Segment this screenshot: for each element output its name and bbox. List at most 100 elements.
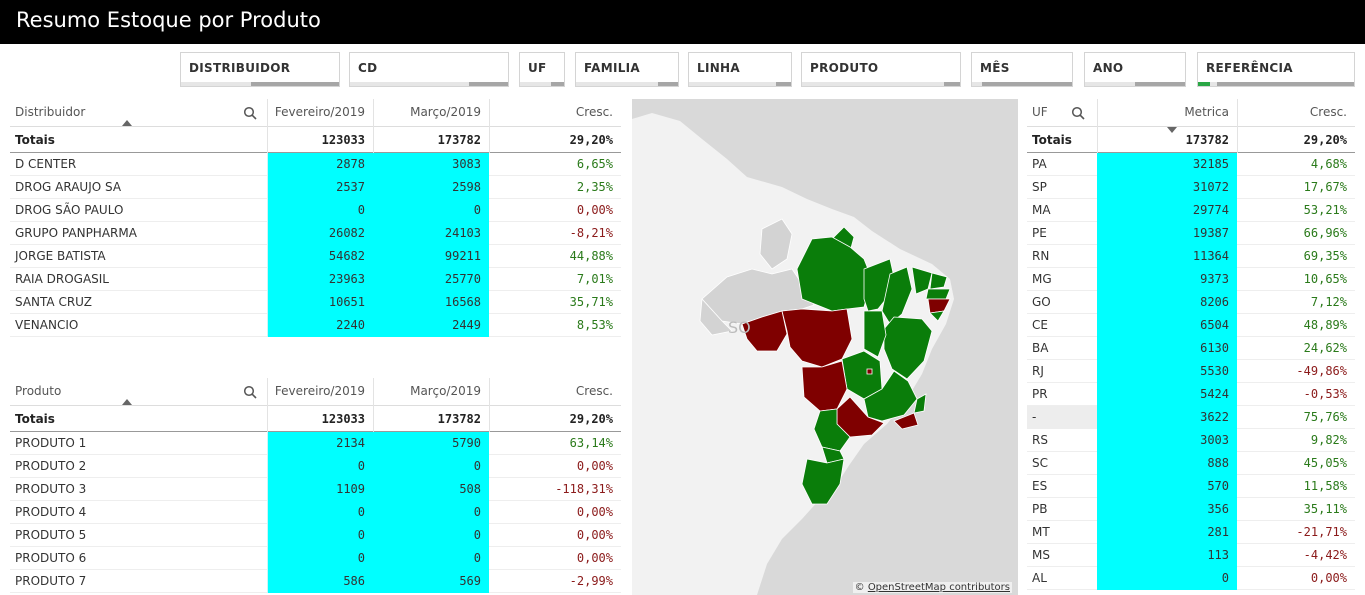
filter-referencia[interactable]: REFERÊNCIA (1197, 52, 1355, 87)
column-header-feb[interactable]: Fevereiro/2019 (267, 378, 373, 406)
row-feb: 2537 (267, 176, 373, 199)
column-header-mar[interactable]: Março/2019 (373, 99, 489, 127)
table-row[interactable]: PRODUTO 4 0 0 0,00% (10, 501, 621, 524)
row-name: VENANCIO (15, 318, 79, 332)
table-header: Distribuidor Fevereiro/2019 Março/2019 C… (10, 99, 621, 127)
state-to[interactable] (863, 310, 887, 358)
row-metric: 8206 (1097, 291, 1237, 314)
search-icon[interactable] (243, 385, 257, 399)
state-pr[interactable] (813, 408, 851, 452)
state-pb[interactable] (925, 288, 951, 300)
row-name: RAIA DROGASIL (15, 272, 109, 286)
filter-familia[interactable]: FAMILIA (575, 52, 679, 87)
table-row[interactable]: CE 6504 48,89% (1027, 314, 1355, 337)
table-row[interactable]: SP 31072 17,67% (1027, 176, 1355, 199)
totals-cresc: 29,20% (489, 127, 621, 153)
state-rj[interactable] (893, 412, 919, 430)
table-row[interactable]: PE 19387 66,96% (1027, 222, 1355, 245)
table-row[interactable]: D CENTER 2878 3083 6,65% (10, 153, 621, 176)
row-uf: RS (1032, 433, 1048, 447)
column-header-distribuidor[interactable]: Distribuidor (15, 105, 86, 119)
filter-linha[interactable]: LINHA (688, 52, 792, 87)
row-metric: 11364 (1097, 245, 1237, 268)
search-icon[interactable] (1071, 106, 1085, 120)
row-cresc: 4,68% (1310, 157, 1347, 171)
column-header-cresc[interactable]: Cresc. (489, 378, 621, 406)
row-metric: 9373 (1097, 268, 1237, 291)
table-row[interactable]: GO 8206 7,12% (1027, 291, 1355, 314)
row-cresc: -21,71% (1296, 525, 1347, 539)
state-rn[interactable] (929, 272, 948, 290)
filter-produto[interactable]: PRODUTO (801, 52, 961, 87)
page-title: Resumo Estoque por Produto (16, 8, 321, 32)
totals-feb: 123033 (267, 406, 373, 432)
state-es[interactable] (913, 393, 927, 414)
filter-cd[interactable]: CD (349, 52, 509, 87)
table-row[interactable]: PRODUTO 7 586 569 -2,99% (10, 570, 621, 593)
row-mar: 0 (373, 501, 489, 524)
table-row[interactable]: ES 570 11,58% (1027, 475, 1355, 498)
table-row[interactable]: PRODUTO 3 1109 508 -118,31% (10, 478, 621, 501)
row-mar: 0 (373, 455, 489, 478)
table-row[interactable]: PRODUTO 5 0 0 0,00% (10, 524, 621, 547)
filter-ano[interactable]: ANO (1084, 52, 1186, 87)
filter-mes[interactable]: MÊS (971, 52, 1073, 87)
osm-link[interactable]: OpenStreetMap contributors (867, 582, 1010, 593)
table-row[interactable]: PRODUTO 2 0 0 0,00% (10, 455, 621, 478)
row-cresc: 0,00% (576, 203, 613, 217)
table-row[interactable]: RS 3003 9,82% (1027, 429, 1355, 452)
table-row[interactable]: RJ 5530 -49,86% (1027, 360, 1355, 383)
column-header-metrica[interactable]: Metrica (1097, 99, 1237, 127)
table-row[interactable]: VENANCIO 2240 2449 8,53% (10, 314, 621, 337)
state-rr[interactable] (759, 218, 793, 270)
table-row[interactable]: AL 0 0,00% (1027, 567, 1355, 590)
table-row[interactable]: BA 6130 24,62% (1027, 337, 1355, 360)
state-rs[interactable] (801, 458, 845, 505)
table-row[interactable]: DROG SÃO PAULO 0 0 0,00% (10, 199, 621, 222)
row-cresc: 11,58% (1303, 479, 1347, 493)
table-row[interactable]: PB 356 35,11% (1027, 498, 1355, 521)
table-row[interactable]: PA 32185 4,68% (1027, 153, 1355, 176)
table-row[interactable]: MA 29774 53,21% (1027, 199, 1355, 222)
column-header-uf[interactable]: UF (1032, 105, 1048, 119)
column-header-cresc[interactable]: Cresc. (489, 99, 621, 127)
state-ms[interactable] (801, 360, 848, 412)
table-row[interactable]: SANTA CRUZ 10651 16568 35,71% (10, 291, 621, 314)
table-row[interactable]: PRODUTO 1 2134 5790 63,14% (10, 432, 621, 455)
row-name: PRODUTO 4 (15, 505, 87, 519)
table-row[interactable]: GRUPO PANPHARMA 26082 24103 -8,21% (10, 222, 621, 245)
table-row[interactable]: MT 281 -21,71% (1027, 521, 1355, 544)
map-canvas[interactable]: SO (632, 99, 1018, 595)
filter-distribuidor[interactable]: DISTRIBUIDOR (180, 52, 340, 87)
column-header-cresc[interactable]: Cresc. (1237, 99, 1355, 127)
table-row[interactable]: -3622 75,76% (1027, 406, 1355, 429)
row-name: PRODUTO 5 (15, 528, 87, 542)
row-cresc: 9,82% (1310, 433, 1347, 447)
search-icon[interactable] (243, 106, 257, 120)
table-row[interactable]: MG 9373 10,65% (1027, 268, 1355, 291)
table-row[interactable]: JORGE BATISTA 54682 99211 44,88% (10, 245, 621, 268)
state-al[interactable] (929, 310, 945, 322)
table-row[interactable]: PR 5424 -0,53% (1027, 383, 1355, 406)
table-row[interactable]: SC 888 45,05% (1027, 452, 1355, 475)
row-metric: 5530 (1097, 360, 1237, 383)
sort-desc-icon (1167, 127, 1177, 133)
state-ac[interactable] (699, 298, 733, 336)
column-header-produto[interactable]: Produto (15, 384, 62, 398)
table-row[interactable]: DROG ARAUJO SA 2537 2598 2,35% (10, 176, 621, 199)
map-place-label: SO (728, 318, 751, 337)
table-row[interactable]: RN 11364 69,35% (1027, 245, 1355, 268)
state-ro[interactable] (741, 310, 788, 352)
row-feb: 0 (267, 547, 373, 570)
state-df[interactable] (866, 368, 873, 375)
table-row[interactable]: PRODUTO 6 0 0 0,00% (10, 547, 621, 570)
column-header-mar[interactable]: Março/2019 (373, 378, 489, 406)
table-row[interactable]: RAIA DROGASIL 23963 25770 7,01% (10, 268, 621, 291)
filter-label: DISTRIBUIDOR (189, 61, 291, 75)
column-header-feb[interactable]: Fevereiro/2019 (267, 99, 373, 127)
filter-label: PRODUTO (810, 61, 879, 75)
brazil-map[interactable]: SO © OpenStreetMap contributors (632, 99, 1018, 595)
filter-uf[interactable]: UF (519, 52, 565, 87)
table-row[interactable]: MS 113 -4,42% (1027, 544, 1355, 567)
row-cresc: 53,21% (1303, 203, 1347, 217)
